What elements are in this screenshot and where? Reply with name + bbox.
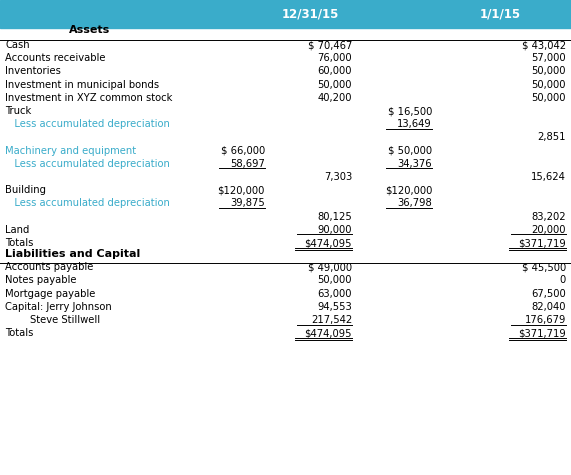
Text: Less accumulated depreciation: Less accumulated depreciation [5,199,170,209]
Text: Mortgage payable: Mortgage payable [5,289,95,299]
Text: $ 70,467: $ 70,467 [308,40,352,50]
Text: 57,000: 57,000 [532,53,566,63]
Text: $120,000: $120,000 [218,185,265,195]
Text: $474,095: $474,095 [304,328,352,338]
Text: $ 45,500: $ 45,500 [522,262,566,272]
Text: 83,202: 83,202 [532,211,566,222]
Text: $ 66,000: $ 66,000 [221,146,265,156]
Text: Notes payable: Notes payable [5,276,77,285]
Text: 39,875: 39,875 [230,199,265,209]
Text: 13,649: 13,649 [397,119,432,129]
Text: $ 50,000: $ 50,000 [388,146,432,156]
Text: Accounts receivable: Accounts receivable [5,53,106,63]
Text: Less accumulated depreciation: Less accumulated depreciation [5,159,170,169]
Text: 40,200: 40,200 [317,93,352,103]
Text: $ 43,042: $ 43,042 [522,40,566,50]
Text: 94,553: 94,553 [317,302,352,312]
Text: 50,000: 50,000 [532,80,566,90]
Text: 15,624: 15,624 [531,172,566,182]
Text: 1/1/15: 1/1/15 [480,8,521,20]
Text: 58,697: 58,697 [230,159,265,169]
Text: 7,303: 7,303 [324,172,352,182]
Text: 50,000: 50,000 [317,276,352,285]
Text: 63,000: 63,000 [317,289,352,299]
Text: Totals: Totals [5,238,33,248]
Text: $ 49,000: $ 49,000 [308,262,352,272]
Text: $371,719: $371,719 [518,328,566,338]
Text: 20,000: 20,000 [532,225,566,235]
Text: $474,095: $474,095 [304,238,352,248]
Text: Liabilities and Capital: Liabilities and Capital [5,249,140,259]
Text: Accounts payable: Accounts payable [5,262,94,272]
Text: 176,679: 176,679 [525,315,566,325]
Text: 50,000: 50,000 [317,80,352,90]
Text: Inventories: Inventories [5,66,61,76]
Text: Cash: Cash [5,40,30,50]
Text: Machinery and equipment: Machinery and equipment [5,146,136,156]
Text: 67,500: 67,500 [531,289,566,299]
Text: Investment in municipal bonds: Investment in municipal bonds [5,80,159,90]
Text: Capital: Jerry Johnson: Capital: Jerry Johnson [5,302,112,312]
Text: Totals: Totals [5,328,33,338]
Bar [0,0,571,28]
Text: 50,000: 50,000 [532,93,566,103]
Text: 82,040: 82,040 [532,302,566,312]
Text: 60,000: 60,000 [317,66,352,76]
Text: 34,376: 34,376 [397,159,432,169]
Text: 217,542: 217,542 [311,315,352,325]
Text: 80,125: 80,125 [317,211,352,222]
Text: $ 16,500: $ 16,500 [388,106,432,116]
Text: Building: Building [5,185,46,195]
Text: 76,000: 76,000 [317,53,352,63]
Text: $371,719: $371,719 [518,238,566,248]
Text: 50,000: 50,000 [532,66,566,76]
Text: 12/31/15: 12/31/15 [282,8,339,20]
Text: Steve Stillwell: Steve Stillwell [5,315,100,325]
Text: Assets: Assets [69,25,111,35]
Text: Less accumulated depreciation: Less accumulated depreciation [5,119,170,129]
Text: $120,000: $120,000 [385,185,432,195]
Text: 36,798: 36,798 [397,199,432,209]
Text: 0: 0 [560,276,566,285]
Text: Truck: Truck [5,106,31,116]
Text: 90,000: 90,000 [317,225,352,235]
Text: Land: Land [5,225,29,235]
Text: 2,851: 2,851 [537,133,566,142]
Text: Investment in XYZ common stock: Investment in XYZ common stock [5,93,172,103]
